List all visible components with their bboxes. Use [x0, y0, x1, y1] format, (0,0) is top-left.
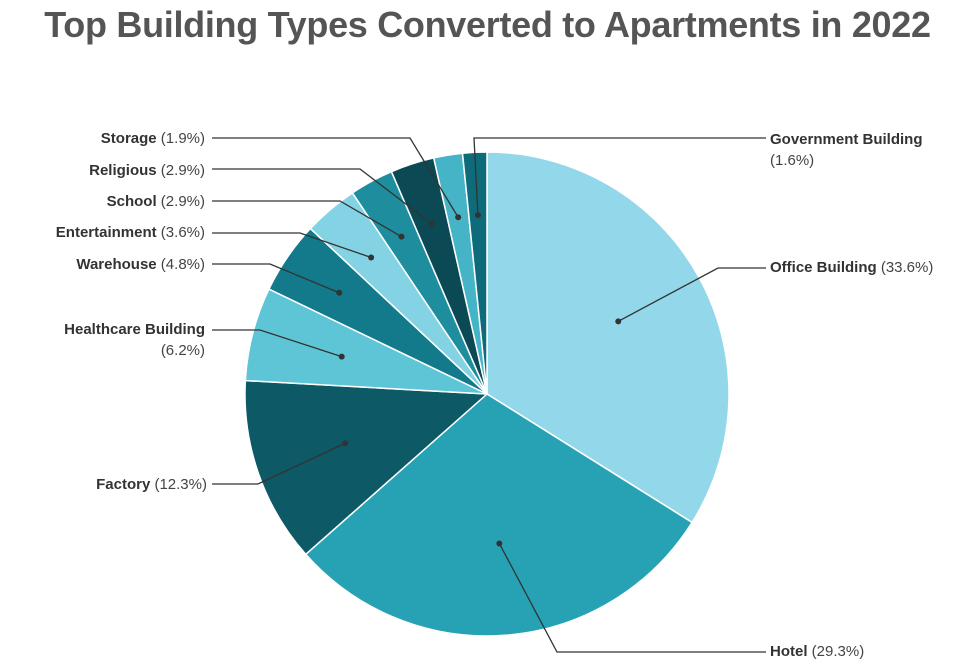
- slice-label-name: Government Building: [770, 131, 923, 148]
- chart-title: Top Building Types Converted to Apartmen…: [44, 4, 931, 45]
- slice-label-warehouse: Warehouse (4.8%): [76, 256, 205, 273]
- leader-dot-storage: [455, 214, 462, 221]
- slice-label-percent: (2.9%): [157, 162, 205, 179]
- slice-label-percent: (1.9%): [157, 130, 205, 147]
- slice-label-percent: (29.3%): [808, 643, 865, 660]
- slice-label-percent: (2.9%): [157, 193, 205, 210]
- leader-line-entertainment: [212, 232, 372, 259]
- slice-label-hotel: Hotel (29.3%): [770, 643, 864, 660]
- slice-label-name: Religious: [89, 162, 157, 179]
- leader-dot-office-building: [615, 318, 622, 325]
- slice-label-percent: (3.6%): [157, 224, 205, 241]
- slice-label-government-building: Government Building (1.6%): [770, 131, 923, 169]
- leader-line-storage: [212, 137, 459, 218]
- leader-line-warehouse: [212, 263, 340, 294]
- slice-label-percent: (1.6%): [770, 152, 814, 169]
- leader-line-healthcare-building: [212, 329, 342, 358]
- slice-label-office-building: Office Building (33.6%): [770, 259, 933, 276]
- pie-slice-office-building: [486, 151, 730, 524]
- leader-dot-school: [398, 233, 405, 240]
- slice-label-percent: (33.6%): [877, 259, 934, 276]
- leader-line-factory: [212, 442, 346, 485]
- slice-label-school: School (2.9%): [107, 193, 205, 210]
- slice-label-name: School: [107, 193, 157, 210]
- leader-line-religious: [212, 168, 433, 225]
- pie-slice-factory: [244, 379, 489, 556]
- slice-label-percent: (12.3%): [150, 476, 207, 493]
- slice-label-name: Entertainment: [56, 224, 157, 241]
- leader-dot-warehouse: [336, 289, 343, 296]
- slice-label-percent: (4.8%): [157, 256, 205, 273]
- slice-label-name: Factory: [96, 476, 151, 493]
- slice-label-name: Healthcare Building: [64, 321, 205, 338]
- leader-dot-hotel: [496, 540, 503, 547]
- leader-line-office-building: [617, 267, 766, 322]
- leader-dot-government-building: [474, 212, 481, 219]
- slice-label-religious: Religious (2.9%): [89, 162, 205, 179]
- leader-dot-religious: [428, 220, 435, 227]
- leader-dot-entertainment: [368, 254, 375, 261]
- slice-label-name: Warehouse: [76, 256, 156, 273]
- slice-label-percent: (6.2%): [161, 342, 205, 359]
- slice-label-entertainment: Entertainment (3.6%): [56, 224, 205, 241]
- leader-dot-healthcare-building: [338, 353, 345, 360]
- slice-label-name: Storage: [101, 130, 157, 147]
- pie-slice-hotel: [304, 393, 694, 637]
- slice-label-name: Hotel: [770, 643, 808, 660]
- slice-label-healthcare-building: Healthcare Building (6.2%): [64, 321, 205, 359]
- slice-label-storage: Storage (1.9%): [101, 130, 205, 147]
- slice-label-name: Office Building: [770, 259, 877, 276]
- leader-dot-factory: [342, 440, 349, 447]
- leader-line-hotel: [498, 543, 766, 653]
- slice-label-factory: Factory (12.3%): [96, 476, 207, 493]
- leader-line-government-building: [473, 137, 766, 216]
- leader-line-school: [212, 200, 402, 238]
